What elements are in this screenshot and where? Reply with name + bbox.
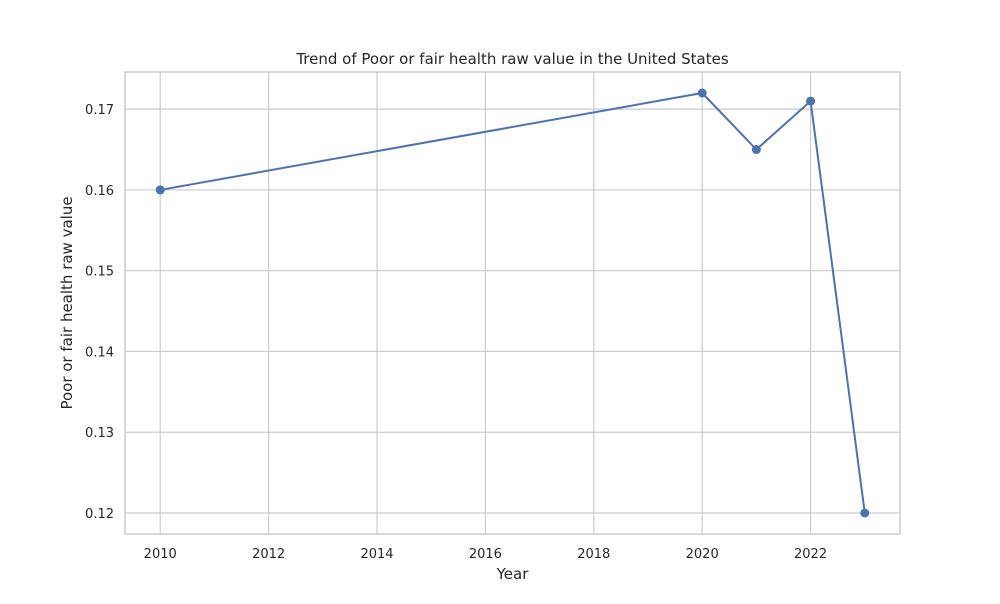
x-tick-label: 2014 — [360, 547, 393, 562]
data-point — [697, 88, 707, 98]
x-axis-label: Year — [496, 565, 530, 583]
x-tick-label: 2016 — [469, 547, 502, 562]
data-point — [860, 508, 870, 518]
plot-frame — [124, 71, 901, 535]
x-tick-label: 2012 — [252, 547, 285, 562]
data-point — [751, 145, 761, 155]
y-tick-label: 0.17 — [85, 103, 114, 118]
y-tick-label: 0.13 — [85, 426, 114, 441]
y-tick-label: 0.16 — [85, 184, 114, 199]
y-tick-label: 0.12 — [85, 507, 114, 522]
grid-lines — [125, 72, 900, 534]
series-line — [160, 92, 866, 514]
x-tick-label: 2010 — [144, 547, 177, 562]
x-tick-label: 2020 — [686, 547, 719, 562]
y-tick-label: 0.15 — [85, 265, 114, 280]
x-tick-label: 2022 — [794, 547, 827, 562]
data-point — [806, 96, 816, 106]
chart-title: Trend of Poor or fair health raw value i… — [295, 50, 729, 68]
x-tick-label: 2018 — [577, 547, 610, 562]
data-series — [155, 88, 870, 518]
y-axis-label: Poor or fair health raw value — [58, 196, 76, 409]
data-point — [155, 185, 165, 195]
y-tick-label: 0.14 — [85, 345, 114, 360]
tick-labels: 2010 2012 2014 2016 2018 2020 2022 0.12 0.13 0.14… — [85, 103, 827, 562]
